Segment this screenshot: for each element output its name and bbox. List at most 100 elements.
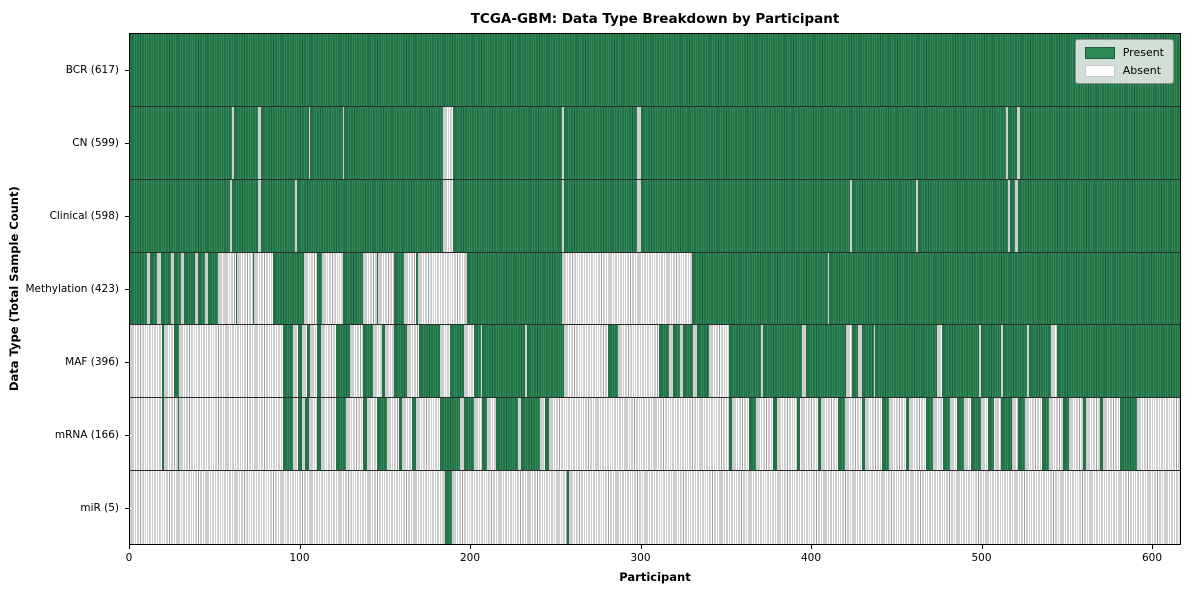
absent-segment [1050,325,1058,398]
present-segment [232,179,258,252]
absent-segment [342,106,345,179]
absent-segment [417,252,467,325]
present-segment [252,252,255,325]
absent-segment [569,471,1180,544]
absent-segment [800,398,818,471]
present-segment [174,252,182,325]
present-segment [317,398,321,471]
present-segment [150,252,158,325]
present-segment [398,398,403,471]
present-segment [608,325,619,398]
present-segment [805,325,847,398]
y-tick-labels: BCR (617) CN (599) Clinical (598) Methylati… [0,33,129,545]
y-tick-mark [125,508,129,510]
absent-segment [916,179,918,252]
present-segment [208,252,219,325]
absent-segment [1137,398,1180,471]
present-segment [1009,179,1015,252]
absent-segment [1001,325,1003,398]
absent-segment [303,252,318,325]
absent-segment [147,252,151,325]
present-segment [749,398,757,471]
absent-segment [562,179,564,252]
present-segment [335,398,347,471]
absent-segment [1006,106,1009,179]
absent-segment [1016,106,1021,179]
absent-segment [1011,398,1019,471]
absent-segment [403,252,416,325]
absent-segment [1086,398,1100,471]
present-segment [317,252,323,325]
present-segment [412,398,416,471]
absent-segment [373,325,382,398]
absent-segment [460,398,464,471]
present-segment [344,106,444,179]
legend-item-absent: Absent [1084,64,1164,77]
absent-segment [463,325,474,398]
present-segment [162,325,165,398]
present-segment [184,252,195,325]
absent-segment [756,398,774,471]
present-segment [162,398,165,471]
absent-segment [346,398,364,471]
present-segment [659,325,670,398]
present-segment [773,398,777,471]
present-segment [482,325,525,398]
present-segment [817,398,821,471]
absent-segment [443,106,454,179]
absent-segment [349,325,364,398]
heatmap-row-methylation [130,252,1180,326]
present-segment [453,179,563,252]
present-segment [298,325,302,398]
absent-segment [524,325,527,398]
absent-segment [761,325,764,398]
x-axis-label: Participant [619,570,691,584]
absent-segment [637,179,641,252]
y-tick-label-bcr: BCR (617) [65,63,119,76]
absent-segment [232,106,234,179]
absent-segment [310,325,318,398]
present-segment [875,325,937,398]
heatmap-row-bcr [130,34,1180,107]
absent-segment [322,252,343,325]
x-tick-mark [129,545,130,549]
absent-segment [230,179,233,252]
absent-segment [540,398,546,471]
absent-segment [1026,325,1029,398]
present-segment [729,398,733,471]
heatmap-row-clinical [130,179,1180,253]
present-segment [563,179,638,252]
absent-segment [669,325,673,398]
absent-segment [936,325,942,398]
present-segment [941,325,980,398]
absent-segment [1103,398,1121,471]
legend-label-present: Present [1122,46,1164,59]
absent-segment [480,325,483,398]
present-segment [1008,106,1017,179]
present-segment [449,325,464,398]
absent-segment [179,398,284,471]
present-segment [415,252,418,325]
absent-segment [386,398,399,471]
absent-segment [844,398,862,471]
present-segment [439,398,461,471]
absent-segment [980,398,988,471]
absent-segment [366,398,377,471]
y-tick-label-maf: MAF (396) [65,356,119,369]
present-segment [130,34,1180,106]
present-segment [763,325,803,398]
present-segment [463,398,474,471]
present-segment [797,398,801,471]
absent-segment [257,179,262,252]
present-segment [130,179,231,252]
present-segment [283,325,294,398]
present-segment [1062,398,1070,471]
absent-segment [378,252,394,325]
x-tick-label-100: 100 [289,552,310,564]
present-segment [298,398,302,471]
present-segment [829,252,1180,325]
x-tick-label-0: 0 [125,552,133,564]
present-segment [376,252,379,325]
present-segment [495,398,518,471]
absent-segment [909,398,927,471]
